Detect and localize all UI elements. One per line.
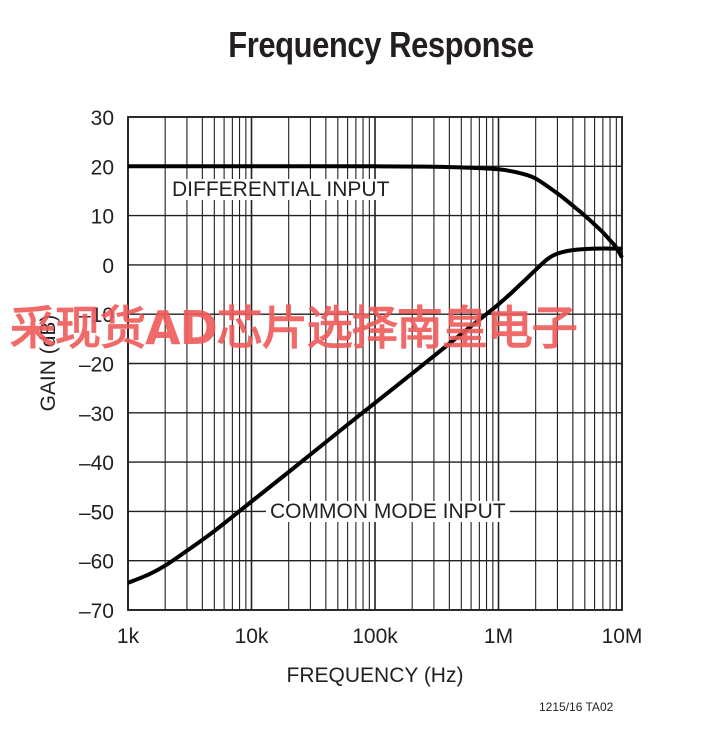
y-tick-label: –20 [79, 354, 114, 377]
chart-title: Frequency Response [228, 24, 534, 65]
differential-input-label-background [168, 179, 394, 200]
y-tick-label: 0 [102, 255, 114, 278]
y-axis-label: GAIN (dB) [37, 315, 60, 412]
x-tick-label: 10M [602, 625, 643, 648]
x-axis-label: FREQUENCY (Hz) [287, 664, 464, 687]
common-mode-input-label: COMMON MODE INPUT [270, 500, 506, 523]
curves [127, 164, 624, 585]
watermark: 采现货AD芯片选择南皇电子 [10, 301, 578, 355]
curve-labels: DIFFERENTIAL INPUT COMMON MODE INPUT [168, 178, 510, 523]
y-tick-label: –40 [79, 452, 114, 475]
x-tick-label: 10k [235, 625, 269, 648]
figure-id: 1215/16 TA02 [539, 700, 614, 714]
y-tick-label: –30 [79, 403, 114, 426]
y-tick-label: –60 [79, 551, 114, 574]
y-tick-label: –50 [79, 501, 114, 524]
y-tick-label: –10 [79, 304, 114, 327]
plot-frame [127, 116, 623, 611]
differential-input-label: DIFFERENTIAL INPUT [172, 178, 390, 201]
y-tick-label: 20 [91, 156, 114, 179]
y-tick-label: 10 [91, 206, 114, 229]
differential-input-curve [128, 164, 624, 259]
x-tick-label: 1M [484, 625, 513, 648]
common-mode-input-curve [127, 246, 623, 585]
x-tick-label: 1k [117, 625, 140, 648]
y-tick-label: –70 [79, 600, 114, 623]
common-mode-input-label-background [266, 501, 510, 522]
x-tick-label: 100k [352, 625, 398, 648]
y-tick-label: 30 [91, 107, 114, 130]
